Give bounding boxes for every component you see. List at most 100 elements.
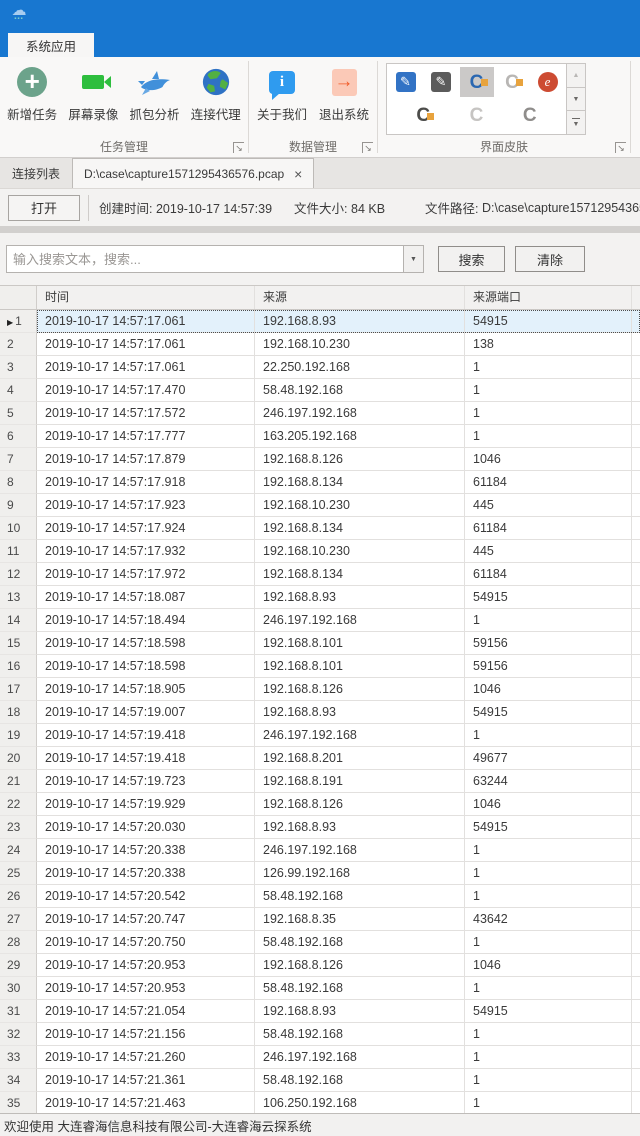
row-number[interactable]: 4 <box>0 379 37 402</box>
time-cell[interactable]: 2019-10-17 14:57:19.418 <box>37 747 255 769</box>
source-cell[interactable]: 22.250.192.168 <box>255 356 465 378</box>
time-cell[interactable]: 2019-10-17 14:57:18.598 <box>37 655 255 677</box>
time-cell[interactable]: 2019-10-17 14:57:20.747 <box>37 908 255 930</box>
row-number[interactable]: 8 <box>0 471 37 494</box>
row-number[interactable]: 23 <box>0 816 37 839</box>
source-port-cell[interactable]: 1 <box>465 724 632 746</box>
row-number[interactable]: 20 <box>0 747 37 770</box>
table-row[interactable]: 29 2019-10-17 14:57:20.953 192.168.8.126 10… <box>0 954 640 977</box>
source-cell[interactable]: 192.168.10.230 <box>255 333 465 355</box>
table-row[interactable]: 4 2019-10-17 14:57:17.470 58.48.192.168 1 <box>0 379 640 402</box>
gallery-scroll-up-button[interactable]: ▲ <box>566 63 586 87</box>
time-cell[interactable]: 2019-10-17 14:57:17.470 <box>37 379 255 401</box>
source-port-cell[interactable]: 1046 <box>465 793 632 815</box>
source-port-cell[interactable]: 1 <box>465 885 632 907</box>
time-cell[interactable]: 2019-10-17 14:57:20.953 <box>37 954 255 976</box>
source-port-cell[interactable]: 49677 <box>465 747 632 769</box>
time-cell[interactable]: 2019-10-17 14:57:20.750 <box>37 931 255 953</box>
time-cell[interactable]: 2019-10-17 14:57:17.918 <box>37 471 255 493</box>
source-cell[interactable]: 192.168.8.126 <box>255 678 465 700</box>
table-row[interactable]: 10 2019-10-17 14:57:17.924 192.168.8.134 61… <box>0 517 640 540</box>
source-cell[interactable]: 192.168.8.35 <box>255 908 465 930</box>
column-header-source-port[interactable]: 来源端口 <box>465 286 632 309</box>
source-port-cell[interactable]: 59156 <box>465 632 632 654</box>
source-cell[interactable]: 192.168.8.93 <box>255 310 465 332</box>
source-port-cell[interactable]: 54915 <box>465 701 632 723</box>
source-port-cell[interactable]: 54915 <box>465 310 632 332</box>
table-row[interactable]: 6 2019-10-17 14:57:17.777 163.205.192.168 1 <box>0 425 640 448</box>
source-port-cell[interactable]: 1 <box>465 1023 632 1045</box>
row-number[interactable]: 28 <box>0 931 37 954</box>
source-cell[interactable]: 192.168.8.93 <box>255 1000 465 1022</box>
time-cell[interactable]: 2019-10-17 14:57:20.542 <box>37 885 255 907</box>
source-port-cell[interactable]: 1 <box>465 931 632 953</box>
skin-office-light[interactable]: C <box>495 67 529 97</box>
source-port-cell[interactable]: 54915 <box>465 586 632 608</box>
source-cell[interactable]: 58.48.192.168 <box>255 931 465 953</box>
new-task-button[interactable]: 新增任务 <box>3 63 61 139</box>
source-cell[interactable]: 192.168.8.93 <box>255 701 465 723</box>
table-row[interactable]: 14 2019-10-17 14:57:18.494 246.197.192.168… <box>0 609 640 632</box>
table-row[interactable]: 33 2019-10-17 14:57:21.260 246.197.192.168… <box>0 1046 640 1069</box>
row-number[interactable]: 2 <box>0 333 37 356</box>
source-cell[interactable]: 192.168.8.93 <box>255 816 465 838</box>
time-cell[interactable]: 2019-10-17 14:57:17.061 <box>37 333 255 355</box>
row-number[interactable]: 14 <box>0 609 37 632</box>
table-row[interactable]: 5 2019-10-17 14:57:17.572 246.197.192.168 1 <box>0 402 640 425</box>
dialog-launcher-icon[interactable]: ↘ <box>615 142 626 153</box>
table-row[interactable]: 18 2019-10-17 14:57:19.007 192.168.8.93 549… <box>0 701 640 724</box>
table-row[interactable]: 25 2019-10-17 14:57:20.338 126.99.192.168 1 <box>0 862 640 885</box>
skin-office-dark[interactable]: C <box>406 101 440 131</box>
time-cell[interactable]: 2019-10-17 14:57:17.879 <box>37 448 255 470</box>
row-number[interactable]: 10 <box>0 517 37 540</box>
row-number[interactable]: 34 <box>0 1069 37 1092</box>
table-row[interactable]: 27 2019-10-17 14:57:20.747 192.168.8.35 436… <box>0 908 640 931</box>
table-row[interactable]: 34 2019-10-17 14:57:21.361 58.48.192.168 1 <box>0 1069 640 1092</box>
source-cell[interactable]: 58.48.192.168 <box>255 977 465 999</box>
table-row[interactable]: 11 2019-10-17 14:57:17.932 192.168.10.230 4… <box>0 540 640 563</box>
source-cell[interactable]: 58.48.192.168 <box>255 885 465 907</box>
row-number[interactable]: 7 <box>0 448 37 471</box>
row-number[interactable]: 19 <box>0 724 37 747</box>
row-number[interactable]: ▶ 1 <box>0 310 37 333</box>
time-cell[interactable]: 2019-10-17 14:57:17.923 <box>37 494 255 516</box>
table-row[interactable]: 15 2019-10-17 14:57:18.598 192.168.8.101 59… <box>0 632 640 655</box>
source-port-cell[interactable]: 1046 <box>465 954 632 976</box>
source-port-cell[interactable]: 445 <box>465 494 632 516</box>
dialog-launcher-icon[interactable]: ↘ <box>362 142 373 153</box>
source-cell[interactable]: 192.168.8.93 <box>255 586 465 608</box>
time-cell[interactable]: 2019-10-17 14:57:17.061 <box>37 310 255 332</box>
source-port-cell[interactable]: 61184 <box>465 563 632 585</box>
skin-office-colorful[interactable]: C <box>459 67 494 98</box>
row-number[interactable]: 3 <box>0 356 37 379</box>
source-port-cell[interactable]: 1046 <box>465 678 632 700</box>
gallery-scroll-down-button[interactable]: ▼ <box>566 86 586 111</box>
source-port-cell[interactable]: 1 <box>465 356 632 378</box>
row-number[interactable]: 26 <box>0 885 37 908</box>
source-cell[interactable]: 192.168.10.230 <box>255 494 465 516</box>
source-cell[interactable]: 246.197.192.168 <box>255 839 465 861</box>
row-number[interactable]: 22 <box>0 793 37 816</box>
row-number[interactable]: 9 <box>0 494 37 517</box>
row-number[interactable]: 21 <box>0 770 37 793</box>
table-row[interactable]: 23 2019-10-17 14:57:20.030 192.168.8.93 549… <box>0 816 640 839</box>
row-number[interactable]: 32 <box>0 1023 37 1046</box>
clear-button[interactable]: 清除 <box>515 246 585 272</box>
source-cell[interactable]: 192.168.8.201 <box>255 747 465 769</box>
source-cell[interactable]: 192.168.8.134 <box>255 517 465 539</box>
time-cell[interactable]: 2019-10-17 14:57:17.572 <box>37 402 255 424</box>
time-cell[interactable]: 2019-10-17 14:57:21.054 <box>37 1000 255 1022</box>
row-number[interactable]: 6 <box>0 425 37 448</box>
row-number[interactable]: 11 <box>0 540 37 563</box>
table-row[interactable]: 7 2019-10-17 14:57:17.879 192.168.8.126 104… <box>0 448 640 471</box>
table-row[interactable]: 19 2019-10-17 14:57:19.418 246.197.192.168… <box>0 724 640 747</box>
skin-office-outline-gray[interactable]: C <box>513 101 547 131</box>
screen-record-button[interactable]: 屏幕录像 <box>64 63 122 139</box>
table-row[interactable]: ▶ 1 2019-10-17 14:57:17.061 192.168.8.93 549… <box>0 310 640 333</box>
time-cell[interactable]: 2019-10-17 14:57:21.260 <box>37 1046 255 1068</box>
row-number[interactable]: 18 <box>0 701 37 724</box>
table-row[interactable]: 30 2019-10-17 14:57:20.953 58.48.192.168 1 <box>0 977 640 1000</box>
source-cell[interactable]: 192.168.8.191 <box>255 770 465 792</box>
source-port-cell[interactable]: 59156 <box>465 655 632 677</box>
table-row[interactable]: 8 2019-10-17 14:57:17.918 192.168.8.134 611… <box>0 471 640 494</box>
